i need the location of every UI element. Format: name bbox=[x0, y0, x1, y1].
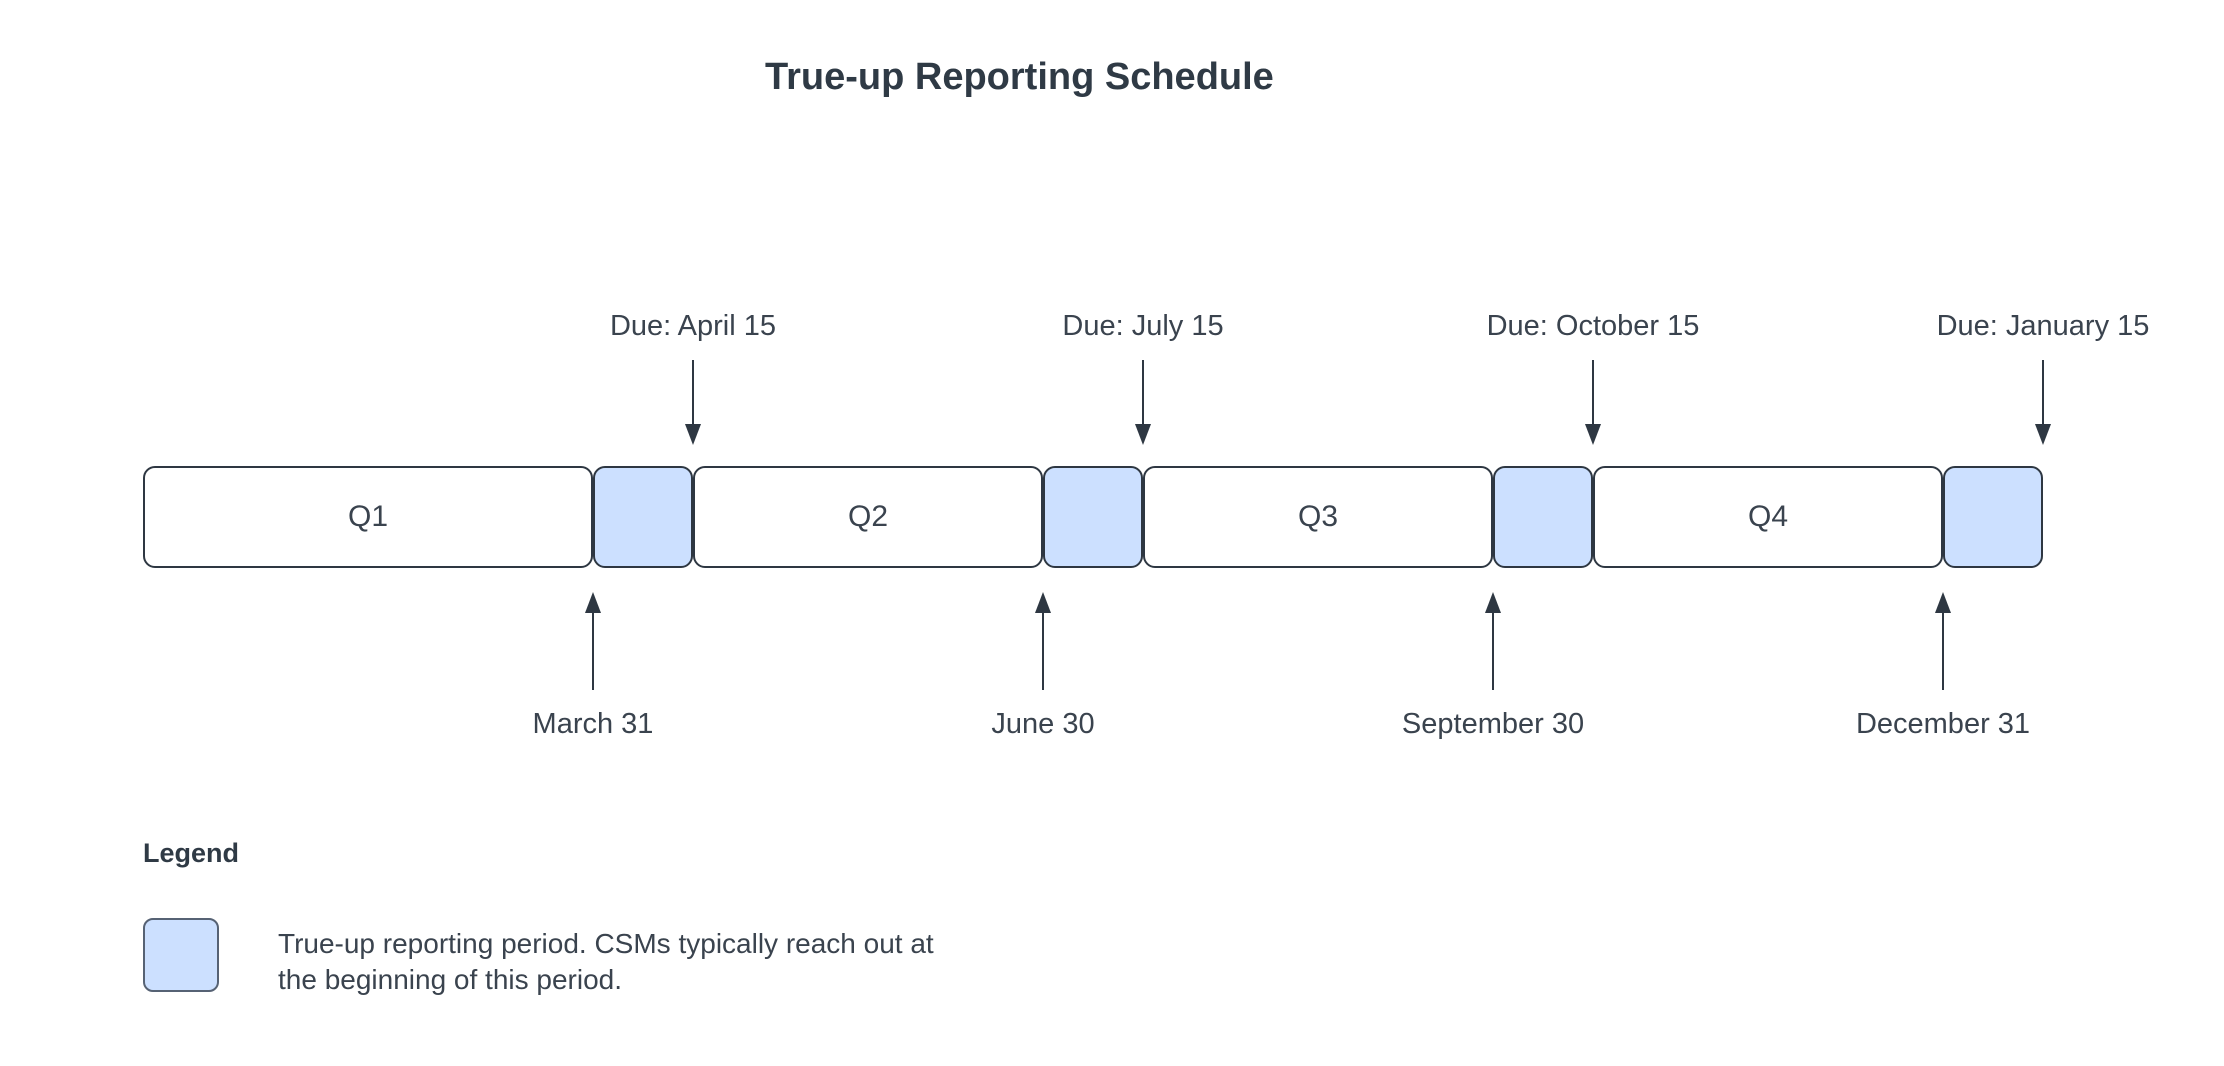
arrow-down-icon bbox=[2034, 360, 2052, 445]
arrow-stem bbox=[1042, 613, 1044, 690]
arrow-up-icon bbox=[584, 592, 602, 690]
quarter-label: Q2 bbox=[847, 500, 889, 533]
quarter-end-label: March 31 bbox=[532, 708, 654, 740]
trueup-period-segment bbox=[1943, 466, 2043, 568]
quarter-end-label: December 31 bbox=[1855, 708, 2031, 740]
arrow-head bbox=[1585, 424, 1601, 445]
arrow-head bbox=[1135, 424, 1151, 445]
quarter-label: Q4 bbox=[1747, 500, 1789, 533]
arrow-head bbox=[585, 592, 601, 613]
arrow-up-icon bbox=[1484, 592, 1502, 690]
arrow-stem bbox=[592, 613, 594, 690]
quarter-segment-q3: Q3 bbox=[1143, 466, 1493, 568]
arrow-up-icon bbox=[1034, 592, 1052, 690]
arrow-stem bbox=[692, 360, 694, 424]
trueup-period-segment bbox=[1043, 466, 1143, 568]
trueup-period-swatch bbox=[143, 918, 219, 992]
due-date-label: Due: April 15 bbox=[609, 310, 777, 342]
quarter-segment-q1: Q1 bbox=[143, 466, 593, 568]
arrow-head bbox=[1035, 592, 1051, 613]
arrow-down-icon bbox=[1134, 360, 1152, 445]
arrow-stem bbox=[1592, 360, 1594, 424]
quarter-segment-q2: Q2 bbox=[693, 466, 1043, 568]
quarter-end-label: June 30 bbox=[991, 708, 1095, 740]
arrow-head bbox=[2035, 424, 2051, 445]
arrow-stem bbox=[1142, 360, 1144, 424]
arrow-down-icon bbox=[684, 360, 702, 445]
arrow-up-icon bbox=[1934, 592, 1952, 690]
quarter-end-label: September 30 bbox=[1401, 708, 1585, 740]
trueup-period-segment bbox=[1493, 466, 1593, 568]
due-date-label: Due: January 15 bbox=[1936, 310, 2150, 342]
legend-description: True-up reporting period. CSMs typically… bbox=[278, 928, 934, 995]
arrow-head bbox=[1485, 592, 1501, 613]
arrow-stem bbox=[1492, 613, 1494, 690]
arrow-stem bbox=[1942, 613, 1944, 690]
page-title: True-up Reporting Schedule bbox=[765, 56, 1274, 98]
quarter-label: Q3 bbox=[1297, 500, 1339, 533]
arrow-head bbox=[1935, 592, 1951, 613]
arrow-stem bbox=[2042, 360, 2044, 424]
quarter-label: Q1 bbox=[347, 500, 389, 533]
due-date-label: Due: July 15 bbox=[1062, 310, 1224, 342]
quarter-segment-q4: Q4 bbox=[1593, 466, 1943, 568]
arrow-down-icon bbox=[1584, 360, 1602, 445]
legend-heading: Legend bbox=[143, 838, 240, 868]
trueup-period-segment bbox=[593, 466, 693, 568]
due-date-label: Due: October 15 bbox=[1486, 310, 1700, 342]
arrow-head bbox=[685, 424, 701, 445]
